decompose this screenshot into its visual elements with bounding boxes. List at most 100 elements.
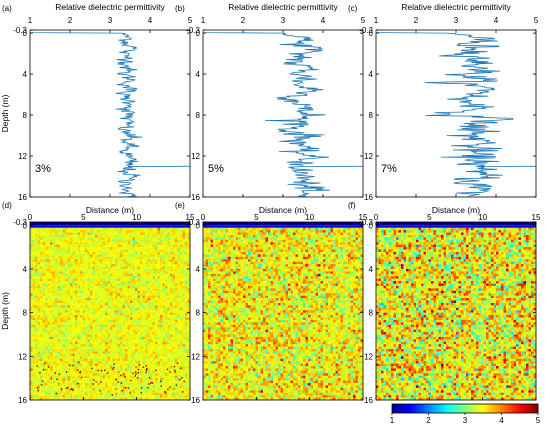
heatmap-cell (208, 234, 211, 238)
heatmap-cell (130, 356, 133, 360)
heatmap-cell (40, 251, 43, 255)
heatmap-cell (107, 315, 111, 318)
heatmap-cell (52, 351, 56, 355)
heatmap-cell (147, 370, 151, 374)
heatmap-cell (162, 363, 166, 367)
y-tick-label: 4 (23, 265, 28, 274)
heatmap-cell (263, 232, 266, 236)
heatmap-cell (255, 230, 259, 233)
heatmap-cell (160, 395, 163, 398)
heatmap-cell (95, 356, 98, 360)
heatmap-cell (35, 373, 38, 377)
heatmap-cell (62, 351, 66, 355)
heatmap-cell (142, 327, 146, 330)
heatmap-cell (112, 305, 116, 309)
heatmap-cell (162, 276, 166, 279)
heatmap-cell (37, 329, 41, 333)
heatmap-cell (90, 278, 93, 282)
heatmap-cell (55, 281, 58, 284)
heatmap-cell (172, 373, 176, 377)
heatmap-cell (147, 375, 151, 379)
heatmap-cell (120, 353, 123, 357)
heatmap-cell (260, 227, 264, 231)
heatmap-cell (87, 368, 91, 372)
heatmap-cell (97, 349, 101, 352)
heatmap-cell (170, 302, 173, 306)
heatmap-cell (187, 300, 191, 304)
heatmap-cell (62, 334, 66, 338)
heatmap-cell (30, 387, 33, 391)
heatmap-cell (77, 378, 81, 381)
heatmap-cell (75, 247, 78, 250)
heatmap-cell (125, 239, 128, 243)
heatmap-cell (120, 288, 123, 292)
heatmap-cell (75, 305, 78, 309)
heatmap-cell (182, 310, 186, 313)
heatmap-cell (140, 271, 143, 275)
heatmap-cell (97, 378, 101, 381)
heatmap-cell (170, 281, 173, 284)
heatmap-cell (145, 387, 148, 391)
heatmap-cell (42, 395, 46, 398)
heatmap-cell (135, 339, 138, 343)
heatmap-cell (187, 288, 191, 292)
heatmap-cell (55, 373, 58, 377)
heatmap-cell (100, 237, 103, 241)
heatmap-cell (145, 339, 148, 343)
heatmap-cell (175, 295, 178, 299)
heatmap-cell (182, 283, 186, 287)
heatmap-cell (57, 298, 61, 301)
heatmap-cell (147, 390, 151, 394)
heatmap-cell (142, 361, 146, 364)
heatmap-cell (180, 288, 183, 292)
heatmap-cell (182, 230, 186, 233)
heatmap-cell (122, 232, 126, 236)
heatmap-cell (115, 315, 118, 318)
heatmap-cell (82, 341, 86, 345)
heatmap-cell (30, 356, 33, 360)
heatmap-cell (65, 385, 68, 389)
heatmap-cell (177, 373, 181, 377)
heatmap-cell (130, 395, 133, 398)
heatmap-cell (135, 237, 138, 241)
heatmap-cell (45, 254, 48, 258)
heatmap-cell (57, 251, 61, 255)
heatmap-cell (50, 281, 53, 284)
heatmap-cell (45, 244, 48, 248)
heatmap-cell (150, 244, 153, 248)
heatmap-cell (47, 307, 51, 311)
heatmap-cell (87, 242, 91, 245)
heatmap-cell (67, 234, 71, 238)
heatmap-cell (117, 334, 121, 338)
heatmap-cell (52, 242, 56, 245)
heatmap-cell (125, 319, 128, 323)
heatmap-cell (110, 358, 113, 362)
heatmap-cell (72, 370, 76, 374)
heatmap-cell (150, 232, 153, 236)
heatmap-cell (313, 227, 316, 231)
heatmap-cell (165, 315, 168, 318)
heatmap-cell (132, 370, 136, 374)
heatmap-cell (122, 239, 126, 243)
heatmap-cell (160, 363, 163, 367)
heatmap-cell (132, 230, 136, 233)
heatmap-cell (57, 349, 61, 352)
heatmap-cell (140, 242, 143, 245)
heatmap-cell (345, 227, 349, 231)
heatmap-cell (102, 361, 106, 364)
heatmap-cell (37, 290, 41, 294)
heatmap-cell (343, 232, 346, 236)
heatmap-cell (90, 322, 93, 326)
heatmap-cell (100, 227, 103, 231)
heatmap-cell (77, 271, 81, 275)
heatmap-cell (117, 312, 121, 316)
heatmap-cell (77, 302, 81, 306)
heatmap-cell (57, 363, 61, 367)
heatmap-cell (160, 288, 163, 292)
heatmap-cell (187, 361, 191, 364)
heatmap-cell (165, 341, 168, 345)
heatmap-cell (77, 390, 81, 394)
heatmap-cell (245, 227, 249, 231)
heatmap-cell (147, 234, 151, 238)
heatmap-cell (162, 259, 166, 262)
